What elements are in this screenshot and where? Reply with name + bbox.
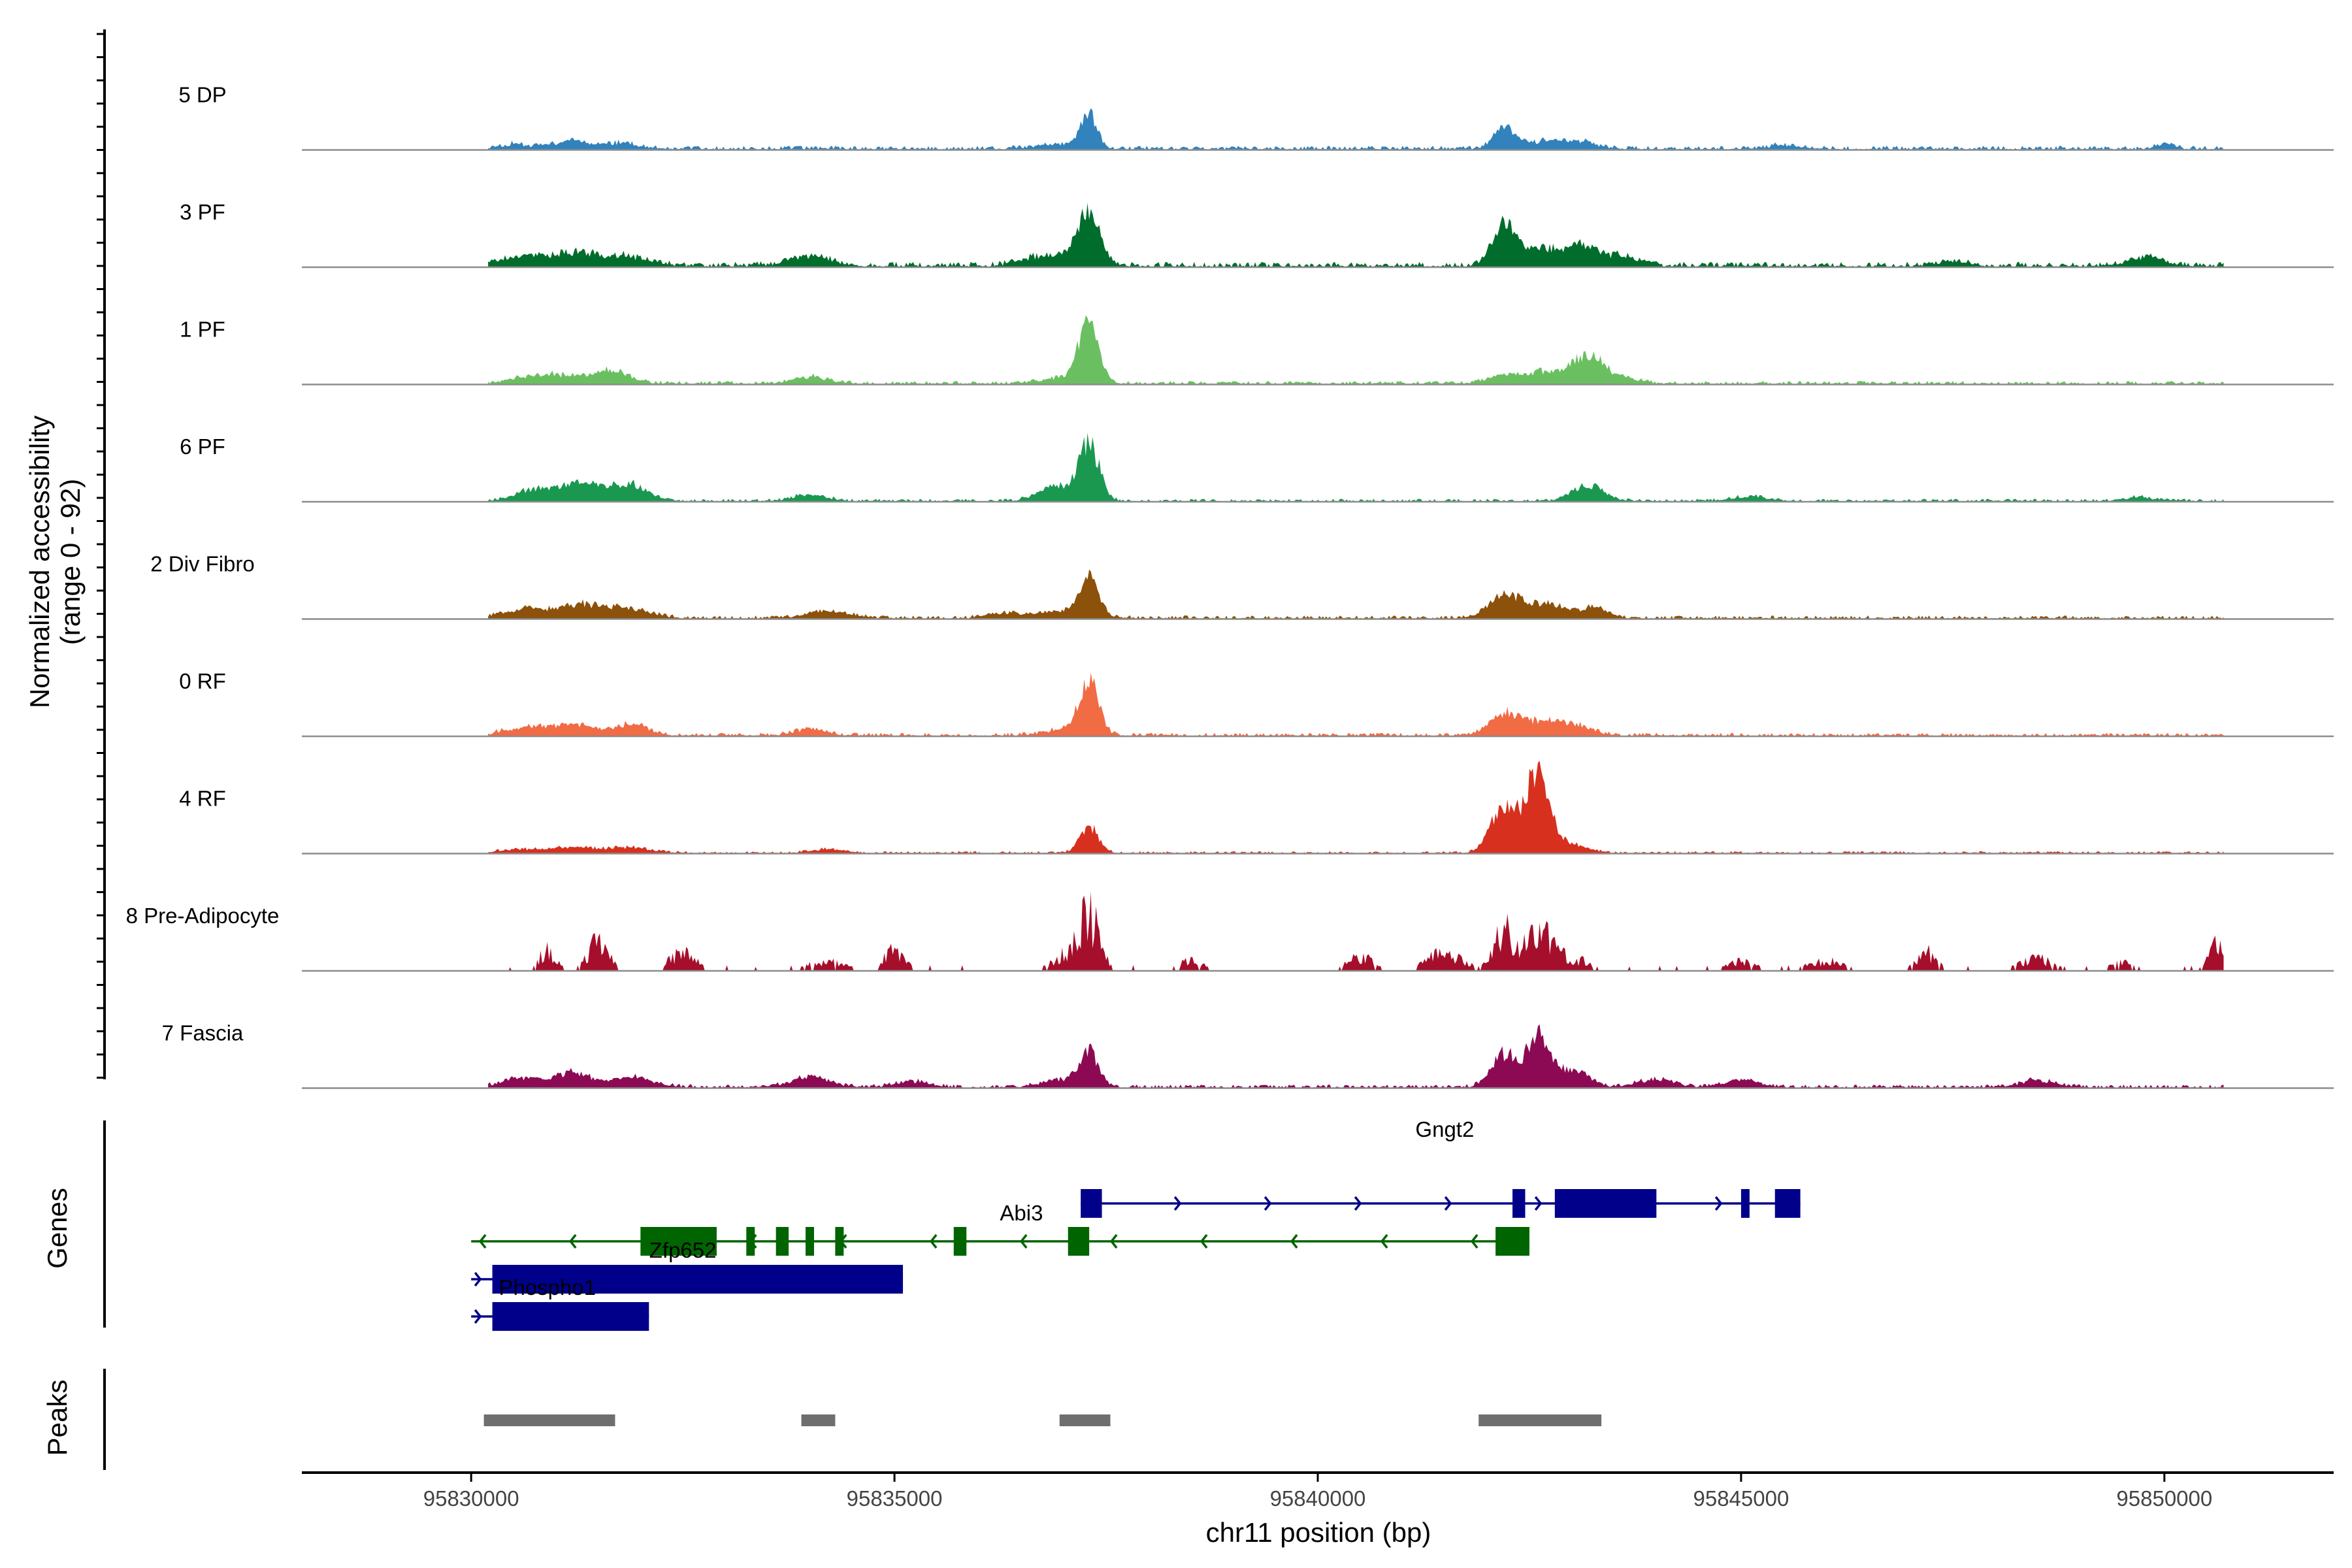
gene-exon (776, 1227, 789, 1256)
track-1-pf: 1 PF (180, 315, 2334, 385)
gene-exon (746, 1227, 755, 1256)
track-label: 8 Pre-Adipocyte (126, 904, 280, 928)
y-axis-label: Normalized accessibility (range 0 - 92) (24, 416, 86, 708)
x-tick-label: 95840000 (1270, 1486, 1366, 1511)
gene-exon (1774, 1189, 1801, 1218)
track-2-div-fibro: 2 Div Fibro (150, 552, 2334, 620)
gene-label: Phospho1 (498, 1275, 596, 1299)
track-label: 4 RF (179, 787, 226, 811)
peaks-panel-label: Peaks (42, 1380, 73, 1456)
peak-region (1059, 1414, 1111, 1426)
gene-exon (1512, 1189, 1526, 1218)
strand-arrow (474, 1271, 482, 1287)
strand-arrow (478, 1233, 487, 1249)
track-label: 7 Fascia (162, 1021, 244, 1045)
track-0-rf: 0 RF (179, 669, 2334, 738)
x-tick-label: 95850000 (2116, 1486, 2212, 1511)
track-label: 6 PF (180, 434, 225, 459)
gene-abi3: Abi3 (471, 1201, 1529, 1256)
gene-exon (1495, 1227, 1529, 1256)
gene-exon (1740, 1189, 1750, 1218)
gene-label: Zfp652 (649, 1238, 717, 1262)
y-axis-label-line1: Normalized accessibility (24, 416, 55, 708)
gene-label: Gngt2 (1415, 1117, 1474, 1141)
strand-arrow (474, 1309, 482, 1324)
track-6-pf: 6 PF (180, 433, 2334, 503)
gene-exon (492, 1302, 649, 1331)
peak-region (1478, 1414, 1602, 1426)
track-label: 2 Div Fibro (150, 552, 255, 576)
strand-arrow (1019, 1233, 1028, 1249)
coverage-area (488, 1024, 2224, 1088)
gene-phospho1: Phospho1 (471, 1275, 649, 1331)
gene-zfp652: Zfp652 (471, 1238, 904, 1294)
strand-arrow (1444, 1196, 1452, 1211)
y-axis-label-line2: (range 0 - 92) (55, 479, 86, 645)
gene-gngt2: Gngt2 (1081, 1117, 1801, 1218)
strand-arrow (1264, 1196, 1272, 1211)
x-tick-label: 95830000 (423, 1486, 519, 1511)
coverage-tracks: 5 DP 3 PF 1 PF 6 PF 2 Div Fibro 0 RF 4 RF 8 Pre… (126, 83, 2334, 1089)
x-tick-label: 95845000 (1693, 1486, 1789, 1511)
gene-exon (640, 1227, 717, 1256)
gene-exon (1081, 1189, 1102, 1218)
gene-exon (1068, 1227, 1090, 1256)
track-5-dp: 5 DP (178, 83, 2334, 151)
track-8-pre-adipocyte: 8 Pre-Adipocyte (126, 891, 2334, 972)
strand-arrow (568, 1233, 577, 1249)
track-4-rf: 4 RF (179, 760, 2334, 855)
strand-arrow (1109, 1233, 1118, 1249)
strand-arrow (1354, 1196, 1362, 1211)
strand-arrow (1173, 1196, 1182, 1211)
x-tick-label: 95835000 (847, 1486, 943, 1511)
gene-exon (806, 1227, 814, 1256)
track-label: 3 PF (180, 200, 225, 224)
strand-arrow (1534, 1196, 1543, 1211)
track-label: 0 RF (179, 669, 226, 693)
strand-arrow (1470, 1233, 1478, 1249)
peak-region (483, 1414, 615, 1426)
gene-exon (953, 1227, 967, 1256)
strand-arrow (1290, 1233, 1298, 1249)
strand-arrow (1200, 1233, 1208, 1249)
peak-regions (483, 1414, 1602, 1426)
track-label: 5 DP (178, 83, 226, 107)
peak-region (801, 1414, 836, 1426)
strand-arrow (1380, 1233, 1388, 1249)
gene-exon (1554, 1189, 1657, 1218)
gene-exon (835, 1227, 844, 1256)
track-7-fascia: 7 Fascia (162, 1021, 2334, 1089)
left-axes (97, 29, 106, 1470)
genes-panel-label: Genes (42, 1188, 73, 1269)
x-axis-label: chr11 position (bp) (1206, 1517, 1431, 1548)
x-axis: 95830000 95835000 95840000 95845000 95850000 (302, 1471, 2334, 1511)
strand-arrow (929, 1233, 938, 1249)
track-3-pf: 3 PF (180, 200, 2334, 269)
strand-arrow (1714, 1196, 1723, 1211)
gene-label: Abi3 (1000, 1201, 1043, 1225)
gene-annotations: Gngt2 Abi3 Zfp652 Phospho1 (471, 1117, 1801, 1331)
track-label: 1 PF (180, 318, 225, 342)
gene-exon (492, 1265, 904, 1294)
